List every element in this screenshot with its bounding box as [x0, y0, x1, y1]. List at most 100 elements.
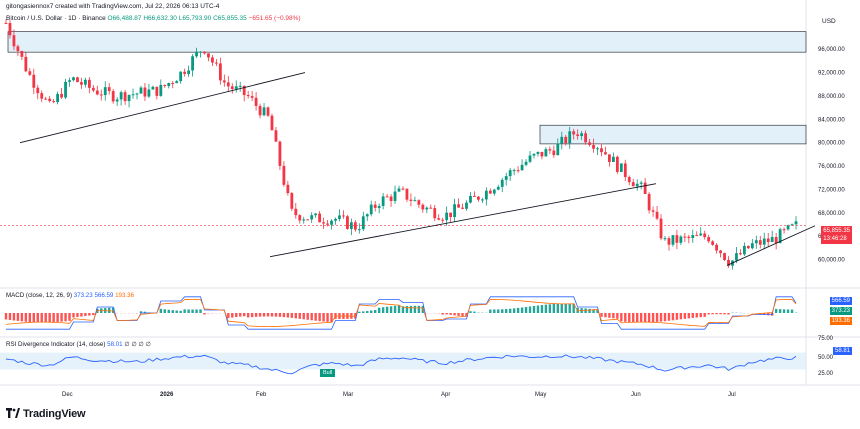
candle-body: [735, 253, 738, 261]
candle-body: [409, 199, 413, 201]
candle-body: [437, 218, 441, 220]
macd-histogram-bar: [262, 313, 266, 317]
macd-histogram-bar: [489, 309, 492, 313]
ohlc-change: −651.65 (−0.98%): [248, 15, 301, 22]
macd-legend[interactable]: MACD (close, 12, 26, 9) 373.23 566.59 19…: [6, 292, 134, 299]
candle-body: [794, 221, 798, 225]
macd-histogram-bar: [76, 313, 79, 318]
candle-body: [349, 222, 353, 229]
y-tick-label: 60,000.00: [818, 258, 845, 264]
macd-histogram-bar: [433, 313, 436, 314]
candle-body: [322, 222, 325, 224]
candle-body: [619, 163, 623, 172]
candle-body: [215, 62, 218, 64]
macd-histogram-bar: [596, 309, 599, 313]
candle-body: [552, 150, 556, 156]
macd-histogram-bar: [139, 311, 143, 313]
last-price-tag: 65,855.35 13:46:28: [821, 226, 852, 244]
macd-histogram-bar: [568, 303, 571, 313]
candle-body: [461, 207, 464, 209]
macd-histogram-bar: [528, 306, 532, 313]
y-tick-label: 84,000.00: [818, 117, 845, 123]
candle-body: [568, 131, 572, 144]
candle-body: [306, 219, 310, 221]
macd-histogram-bar: [560, 303, 563, 313]
candle-body: [683, 236, 687, 238]
macd-histogram-bar: [691, 313, 694, 318]
candle-body: [155, 86, 159, 96]
candle-body: [504, 176, 508, 180]
candle-body: [357, 229, 361, 231]
candle-body: [397, 188, 401, 192]
candle-body: [95, 90, 99, 95]
macd-histogram-bar: [286, 313, 290, 318]
tradingview-footer[interactable]: TradingView: [6, 408, 86, 420]
macd-histogram-bar: [159, 308, 163, 313]
macd-histogram-bar: [44, 313, 47, 323]
candle-body: [405, 188, 409, 200]
trendlines: [19, 72, 816, 266]
candle-body: [163, 84, 167, 87]
candle-body: [449, 212, 453, 218]
macd-histogram-bar: [715, 313, 718, 315]
macd-pane: [4, 296, 798, 330]
candle-body: [147, 89, 151, 97]
macd-histogram-bar: [461, 313, 464, 317]
macd-histogram-bar: [36, 313, 39, 323]
macd-histogram-bar: [20, 313, 24, 322]
brand-name: TradingView: [23, 408, 86, 420]
resistance-zone: [539, 124, 807, 145]
symbol-name[interactable]: Bitcoin / U.S. Dollar · 1D · Binance: [6, 15, 106, 22]
candle-body: [679, 236, 683, 243]
macd-histogram-bar: [223, 312, 226, 314]
macd-histogram-bar: [743, 312, 746, 314]
candle-body: [576, 134, 580, 137]
candle-body: [171, 82, 175, 84]
macd-histogram-bar: [679, 313, 683, 320]
macd-histogram-bar: [493, 309, 496, 313]
candle-body: [91, 87, 95, 91]
rsi-legend[interactable]: RSI Divergence Indicator (14, close) 58.…: [6, 341, 151, 348]
macd-histogram-bar: [405, 306, 409, 313]
macd-value-3: 193.36: [115, 292, 135, 299]
macd-histogram-bar: [481, 312, 484, 313]
macd-histogram-bar: [274, 313, 278, 317]
rsi-pane: [0, 352, 806, 375]
macd-histogram-bar: [330, 313, 333, 323]
macd-histogram-bar: [755, 313, 758, 314]
macd-histogram-bar: [108, 307, 111, 313]
macd-histogram-bar: [306, 313, 309, 320]
candle-body: [786, 225, 790, 230]
macd-histogram-bar: [326, 313, 329, 322]
candle-body: [199, 51, 202, 53]
macd-histogram-bar: [639, 313, 643, 323]
rsi-label: RSI Divergence Indicator (14, close): [6, 341, 106, 348]
macd-histogram-bar: [32, 313, 35, 323]
macd-histogram-bar: [413, 305, 417, 313]
macd-value-2: 566.59: [94, 292, 114, 299]
macd-label: MACD (close, 12, 26, 9): [6, 292, 73, 299]
candle-body: [87, 79, 91, 88]
signal-line: [5, 299, 797, 327]
candle-body: [596, 148, 599, 150]
macd-histogram-bar: [592, 309, 595, 313]
candle-body: [766, 238, 770, 243]
macd-histogram-bar: [310, 313, 313, 321]
trendline: [19, 72, 306, 144]
macd-histogram-bar: [127, 313, 131, 314]
candle-body: [167, 82, 171, 87]
macd-histogram-bar: [739, 312, 742, 314]
candle-body: [703, 233, 707, 238]
candle-body: [480, 199, 484, 201]
macd-histogram-bar: [612, 313, 615, 319]
macd-histogram-bar: [242, 313, 246, 317]
macd-histogram-bar: [516, 307, 520, 313]
candle-body: [353, 222, 357, 230]
macd-histogram-bar: [211, 313, 214, 314]
macd-histogram-bar: [453, 313, 456, 316]
candle-body: [389, 196, 393, 201]
candle-body: [76, 77, 79, 83]
macd-histogram-bar: [699, 313, 702, 318]
candle-body: [524, 161, 528, 165]
